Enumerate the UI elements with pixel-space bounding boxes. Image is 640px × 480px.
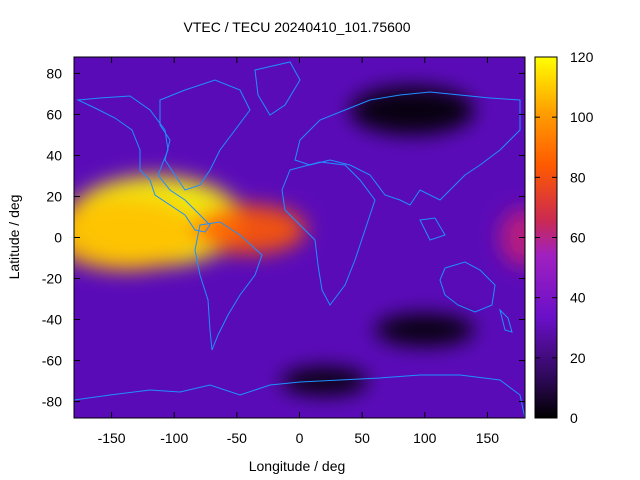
y-tick-label: -20 [42,271,62,287]
y-tick-label: 40 [46,147,62,163]
plot-area [74,57,525,418]
heat-region-4 [374,313,475,347]
y-tick-label: 60 [46,106,62,122]
colorbar-tick-label: 80 [570,169,586,185]
colorbar-tick-label: 60 [570,230,586,246]
x-tick-label: 100 [413,430,437,446]
x-tick-label: 150 [476,430,500,446]
x-axis-label: Longitude / deg [249,458,346,474]
heat-region-6 [349,85,475,135]
y-tick-label: -80 [42,394,62,410]
x-axis-ticks: -150 -100 -50 0 50 100 150 [98,57,500,446]
colorbar-ticks: 0 20 40 60 80 100 120 [535,49,594,426]
x-tick-label: 0 [296,430,304,446]
y-tick-label: -60 [42,353,62,369]
y-axis-ticks: -80 -60 -40 -20 0 20 40 60 80 [42,65,525,410]
colorbar-tick-label: 40 [570,290,586,306]
colorbar-tick-label: 120 [570,49,594,65]
heat-region-1 [74,196,200,271]
x-tick-label: -150 [98,430,126,446]
y-tick-label: 20 [46,188,62,204]
chart-title: VTEC / TECU 20240410_101.75600 [183,19,410,35]
y-axis-label: Latitude / deg [6,195,22,280]
x-tick-label: -100 [160,430,188,446]
colorbar-tick-label: 100 [570,109,594,125]
coastline-overlay [74,61,525,418]
colorbar-tick-label: 0 [570,410,578,426]
heat-region-3 [499,208,525,267]
y-tick-label: -40 [42,312,62,328]
x-tick-label: -50 [227,430,247,446]
x-tick-label: 50 [354,430,370,446]
y-tick-label: 0 [54,230,62,246]
heat-region-2 [193,204,306,254]
y-tick-label: 80 [46,65,62,81]
colorbar-tick-label: 20 [570,350,586,366]
